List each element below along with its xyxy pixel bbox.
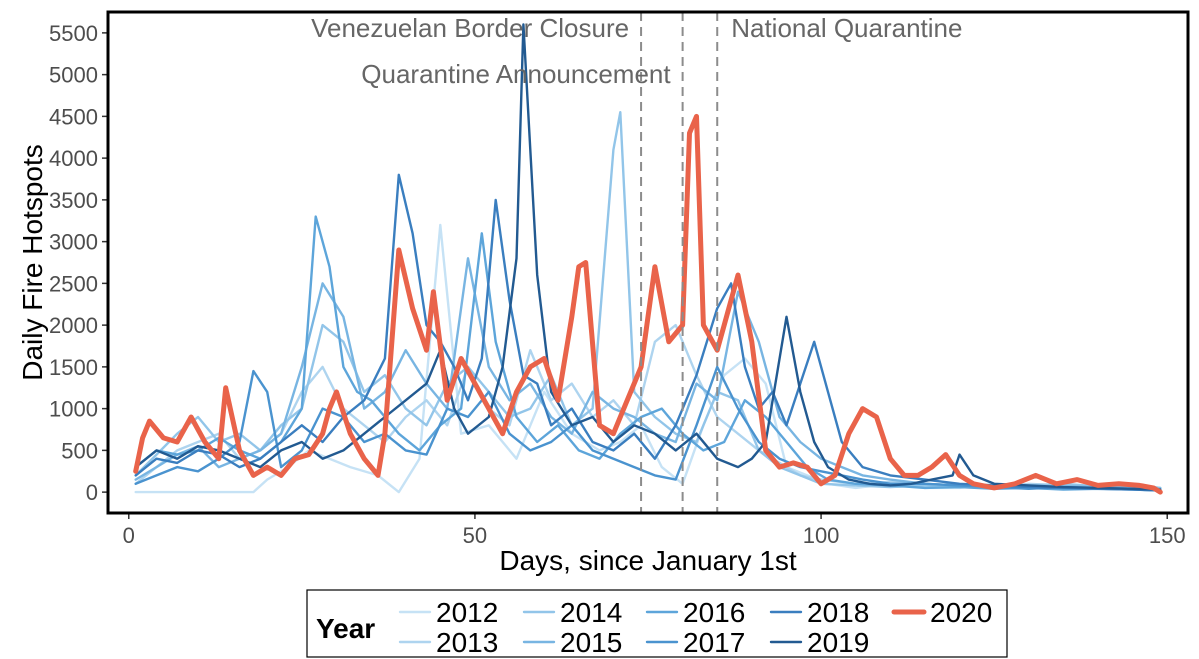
annotation-lines bbox=[640, 12, 719, 513]
y-tick-label: 0 bbox=[86, 480, 98, 505]
series-line-2019 bbox=[134, 23, 1162, 491]
y-tick-label: 2500 bbox=[49, 271, 98, 296]
y-tick-label: 5500 bbox=[49, 21, 98, 46]
legend-label-2012: 2012 bbox=[436, 597, 498, 628]
y-axis-ticks: 0 500 1000 1500 2000 2500 3000 3500 4000 4500 5000… bbox=[49, 21, 108, 505]
x-axis-title: Days, since January 1st bbox=[499, 545, 796, 576]
y-tick-label: 4000 bbox=[49, 146, 98, 171]
annotation-label-quarantine-announcement: Quarantine Announcement bbox=[361, 59, 671, 89]
y-tick-label: 4500 bbox=[49, 104, 98, 129]
x-tick-label: 100 bbox=[803, 523, 840, 548]
legend-label-2020: 2020 bbox=[930, 597, 992, 628]
x-axis-ticks: 0 50 100 150 bbox=[123, 513, 1186, 548]
series-line-2018 bbox=[134, 173, 1162, 492]
y-tick-label: 3500 bbox=[49, 188, 98, 213]
legend-label-2019: 2019 bbox=[807, 627, 869, 658]
legend-label-2017: 2017 bbox=[683, 627, 745, 658]
y-tick-label: 3000 bbox=[49, 230, 98, 255]
y-tick-label: 5000 bbox=[49, 63, 98, 88]
series-line-2020 bbox=[133, 113, 1163, 495]
legend-label-2018: 2018 bbox=[807, 597, 869, 628]
annotation-labels: Venezuelan Border Closure Quarantine Anno… bbox=[311, 13, 962, 89]
legend-label-2014: 2014 bbox=[560, 597, 622, 628]
x-tick-label: 50 bbox=[463, 523, 487, 548]
legend-label-2016: 2016 bbox=[683, 597, 745, 628]
legend-box bbox=[306, 589, 1008, 658]
plot-series bbox=[133, 23, 1163, 495]
y-tick-label: 1000 bbox=[49, 397, 98, 422]
annotation-label-national-quarantine: National Quarantine bbox=[731, 13, 962, 43]
y-tick-label: 1500 bbox=[49, 355, 98, 380]
series-line-2016 bbox=[134, 215, 1162, 492]
legend-label-2013: 2013 bbox=[436, 627, 498, 658]
y-tick-label: 2000 bbox=[49, 313, 98, 338]
y-axis-title: Daily Fire Hotspots bbox=[17, 144, 48, 381]
annotation-label-border-closure: Venezuelan Border Closure bbox=[311, 13, 629, 43]
x-tick-label: 0 bbox=[123, 523, 135, 548]
x-tick-label: 150 bbox=[1149, 523, 1186, 548]
plot-panel-border bbox=[106, 10, 1190, 515]
legend-title: Year bbox=[316, 613, 375, 644]
y-tick-label: 500 bbox=[61, 438, 98, 463]
legend-label-2015: 2015 bbox=[560, 627, 622, 658]
